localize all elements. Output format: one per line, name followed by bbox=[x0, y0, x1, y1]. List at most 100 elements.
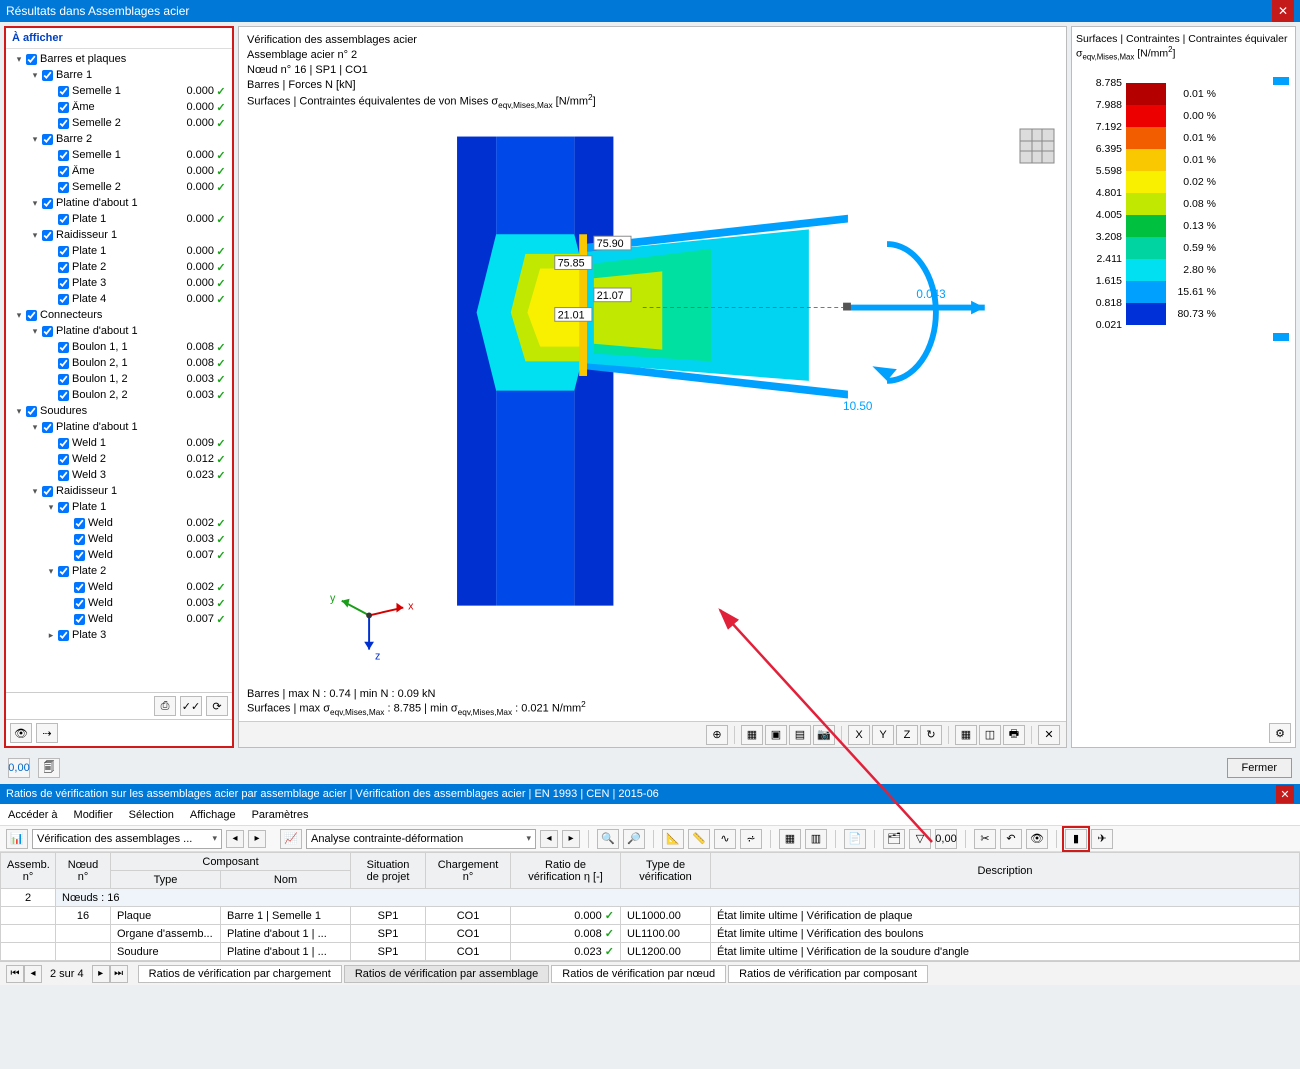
tree-row[interactable]: Âme0.000✓ bbox=[10, 163, 228, 179]
table-row[interactable]: 16PlaqueBarre 1 | Semelle 1SP1CO10.000 ✓… bbox=[1, 907, 1300, 925]
tree-checkbox[interactable] bbox=[58, 470, 69, 481]
tree-checkbox[interactable] bbox=[58, 278, 69, 289]
th-situation[interactable]: Situation de projet bbox=[351, 853, 426, 889]
vt-view2[interactable]: ▤ bbox=[789, 725, 811, 745]
th-desc[interactable]: Description bbox=[711, 853, 1300, 889]
tree-checkbox[interactable] bbox=[58, 214, 69, 225]
tree-toggle[interactable]: ▾ bbox=[30, 230, 40, 241]
tree-row[interactable]: Weld 30.023✓ bbox=[10, 467, 228, 483]
tree-row[interactable]: Weld0.003✓ bbox=[10, 595, 228, 611]
th-ratio[interactable]: Ratio de vérification η [-] bbox=[511, 853, 621, 889]
dd2-prev[interactable]: ◂ bbox=[540, 830, 558, 848]
vt-x[interactable]: X bbox=[848, 725, 870, 745]
tree-checkbox[interactable] bbox=[26, 310, 37, 321]
tree-checkbox[interactable] bbox=[58, 182, 69, 193]
menu-item[interactable]: Modifier bbox=[74, 809, 113, 821]
tb2-t6[interactable]: ⩫ bbox=[740, 829, 762, 849]
tb2-t2[interactable]: 🔎 bbox=[623, 829, 645, 849]
tree-checkbox[interactable] bbox=[42, 326, 53, 337]
th-charg[interactable]: Chargement n° bbox=[426, 853, 511, 889]
tree-toggle[interactable]: ▾ bbox=[30, 422, 40, 433]
eye-icon[interactable]: 👁 bbox=[10, 723, 32, 743]
tb2-t12[interactable]: 0,00 bbox=[935, 829, 957, 849]
tb2-t8[interactable]: ▥ bbox=[805, 829, 827, 849]
tree-checkbox[interactable] bbox=[74, 550, 85, 561]
tree-checkbox[interactable] bbox=[26, 406, 37, 417]
dd2-next[interactable]: ▸ bbox=[562, 830, 580, 848]
tree-checkbox[interactable] bbox=[58, 150, 69, 161]
tree-row[interactable]: Plate 30.000✓ bbox=[10, 275, 228, 291]
tree-checkbox[interactable] bbox=[42, 422, 53, 433]
tree-checkbox[interactable] bbox=[74, 614, 85, 625]
tabs-next[interactable]: ▸ bbox=[92, 965, 110, 983]
tree-row[interactable]: Weld0.007✓ bbox=[10, 611, 228, 627]
tb2-t14[interactable]: ↶ bbox=[1000, 829, 1022, 849]
tab[interactable]: Ratios de vérification par nœud bbox=[551, 965, 726, 983]
tree-toggle[interactable]: ▸ bbox=[46, 630, 56, 641]
tree-row[interactable]: Plate 40.000✓ bbox=[10, 291, 228, 307]
tree-checkbox[interactable] bbox=[58, 102, 69, 113]
tree-row[interactable]: Plate 20.000✓ bbox=[10, 259, 228, 275]
tree-checkbox[interactable] bbox=[42, 70, 53, 81]
tree-row[interactable]: Weld 20.012✓ bbox=[10, 451, 228, 467]
section2-close-button[interactable]: ✕ bbox=[1276, 785, 1294, 803]
th-composant[interactable]: Composant bbox=[111, 853, 351, 871]
th-typever[interactable]: Type de vérification bbox=[621, 853, 711, 889]
tree-toggle[interactable]: ▾ bbox=[30, 486, 40, 497]
tree-checkbox[interactable] bbox=[58, 502, 69, 513]
tree-row[interactable]: ▾Plate 2 bbox=[10, 563, 228, 579]
tree-checkbox[interactable] bbox=[58, 294, 69, 305]
tree-row[interactable]: ▾Platine d'about 1 bbox=[10, 323, 228, 339]
table-row[interactable]: Organe d'assemb...Platine d'about 1 | ..… bbox=[1, 925, 1300, 943]
tree-checkbox[interactable] bbox=[74, 534, 85, 545]
vt-view1[interactable]: ▣ bbox=[765, 725, 787, 745]
tree-row[interactable]: ▾Barre 1 bbox=[10, 67, 228, 83]
tree-checkbox[interactable] bbox=[58, 358, 69, 369]
results-table[interactable]: Assemb. n° Nœud n° Composant Situation d… bbox=[0, 852, 1300, 961]
vt-style2[interactable]: ◫ bbox=[979, 725, 1001, 745]
tree-row[interactable]: ▾Soudures bbox=[10, 403, 228, 419]
tree-checkbox[interactable] bbox=[42, 134, 53, 145]
tree-checkbox[interactable] bbox=[58, 374, 69, 385]
vt-rot[interactable]: ↻ bbox=[920, 725, 942, 745]
tree-tool-3[interactable]: ⟳ bbox=[206, 696, 228, 716]
tree-toggle[interactable]: ▾ bbox=[30, 198, 40, 209]
tree-toggle[interactable]: ▾ bbox=[14, 310, 24, 321]
vt-y[interactable]: Y bbox=[872, 725, 894, 745]
dropdown-verification[interactable]: Vérification des assemblages ... bbox=[32, 829, 222, 849]
tb2-icon1[interactable]: 📊 bbox=[6, 829, 28, 849]
tree-row[interactable]: Semelle 10.000✓ bbox=[10, 83, 228, 99]
dropdown-analysis[interactable]: Analyse contrainte-déformation bbox=[306, 829, 536, 849]
tree-checkbox[interactable] bbox=[74, 582, 85, 593]
tree-checkbox[interactable] bbox=[58, 118, 69, 129]
below-tool-2[interactable]: 🗐 bbox=[38, 758, 60, 778]
tree-row[interactable]: Boulon 2, 10.008✓ bbox=[10, 355, 228, 371]
tree-row[interactable]: Plate 10.000✓ bbox=[10, 243, 228, 259]
tree-row[interactable]: ▸Plate 3 bbox=[10, 627, 228, 643]
dd1-prev[interactable]: ◂ bbox=[226, 830, 244, 848]
tb2-t10[interactable]: 🗂 bbox=[883, 829, 905, 849]
tree-checkbox[interactable] bbox=[58, 262, 69, 273]
tree-row[interactable]: Weld0.003✓ bbox=[10, 531, 228, 547]
table-row[interactable]: SoudurePlatine d'about 1 | ...SP1CO10.02… bbox=[1, 943, 1300, 961]
tb2-icon2[interactable]: 📈 bbox=[280, 829, 302, 849]
tree-row[interactable]: Âme0.000✓ bbox=[10, 99, 228, 115]
tab[interactable]: Ratios de vérification par composant bbox=[728, 965, 928, 983]
tree-row[interactable]: Weld0.007✓ bbox=[10, 547, 228, 563]
vt-z[interactable]: Z bbox=[896, 725, 918, 745]
tree-row[interactable]: ▾Raidisseur 1 bbox=[10, 227, 228, 243]
tree-row[interactable]: Boulon 1, 10.008✓ bbox=[10, 339, 228, 355]
tb2-t16-highlighted[interactable]: ▮ bbox=[1065, 829, 1087, 849]
tree-row[interactable]: Boulon 2, 20.003✓ bbox=[10, 387, 228, 403]
tree-row[interactable]: Semelle 20.000✓ bbox=[10, 179, 228, 195]
tree-checkbox[interactable] bbox=[74, 518, 85, 529]
legend-slider-bottom[interactable] bbox=[1273, 333, 1289, 341]
table-group-row[interactable]: 2 Nœuds : 16 bbox=[1, 889, 1300, 907]
tree-row[interactable]: Weld0.002✓ bbox=[10, 515, 228, 531]
tree-toggle[interactable]: ▾ bbox=[46, 566, 56, 577]
tree-row[interactable]: ▾Plate 1 bbox=[10, 499, 228, 515]
tb2-t9[interactable]: 📄 bbox=[844, 829, 866, 849]
tree-tool-1[interactable]: ⎙ bbox=[154, 696, 176, 716]
tree-checkbox[interactable] bbox=[74, 598, 85, 609]
tree-checkbox[interactable] bbox=[42, 198, 53, 209]
